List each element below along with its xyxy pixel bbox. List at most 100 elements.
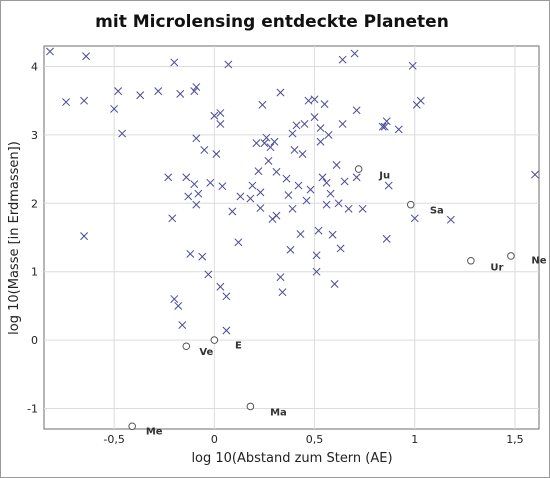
exoplanet-marker: [278, 288, 287, 297]
exoplanet-marker-stroke: [272, 211, 281, 220]
exoplanet-marker-stroke: [304, 96, 313, 105]
exoplanet-marker: [174, 301, 183, 310]
exoplanet-marker: [182, 173, 191, 182]
exoplanet-marker: [334, 199, 343, 208]
exoplanet-marker-stroke: [276, 88, 285, 97]
exoplanet-marker: [320, 100, 329, 109]
exoplanet-marker: [326, 189, 335, 198]
exoplanet-marker-stroke: [358, 204, 367, 213]
exoplanet-marker: [246, 194, 255, 203]
exoplanet-marker-stroke: [306, 185, 315, 194]
exoplanet-marker-stroke: [170, 295, 179, 304]
exoplanet-marker-stroke: [310, 113, 319, 122]
x-tick-label: 0,5: [306, 433, 324, 446]
exoplanet-marker: [294, 181, 303, 190]
y-tick-label: 1: [31, 266, 38, 279]
exoplanet-marker: [378, 122, 387, 131]
exoplanet-marker: [336, 244, 345, 253]
tick-labels: -0,5 0 0,5 1 1,5 -1 0 1 2 3 4: [27, 61, 524, 446]
exoplanet-marker: [340, 177, 349, 186]
exoplanet-marker: [310, 95, 319, 104]
y-tick-label: -1: [27, 402, 38, 415]
exoplanet-marker: [178, 321, 187, 329]
exoplanet-marker-stroke: [310, 95, 319, 104]
exoplanet-marker-stroke: [210, 111, 219, 120]
exoplanet-marker-stroke: [266, 143, 275, 152]
exoplanet-marker: [82, 52, 91, 61]
exoplanet-marker-stroke: [302, 196, 311, 205]
exoplanet-marker-stroke: [298, 150, 307, 159]
exoplanet-marker: [284, 191, 293, 200]
exoplanet-marker-stroke: [314, 226, 323, 235]
exoplanet-marker: [298, 150, 307, 159]
exoplanet-marker-stroke: [246, 194, 255, 203]
exoplanet-marker: [262, 133, 271, 142]
exoplanet-marker: [358, 204, 367, 213]
exoplanet-marker-stroke: [416, 96, 425, 105]
exoplanet-marker-stroke: [198, 252, 207, 261]
exoplanet-marker-stroke: [286, 245, 295, 254]
exoplanet-marker: [416, 96, 425, 105]
exoplanet-marker-stroke: [174, 301, 183, 310]
exoplanet-marker-stroke: [290, 146, 299, 154]
exoplanet-marker-stroke: [294, 181, 303, 190]
exoplanet-marker: [248, 181, 257, 190]
exoplanet-marker: [216, 120, 225, 128]
exoplanet-marker-stroke: [326, 189, 335, 198]
exoplanet-marker-stroke: [338, 120, 347, 128]
y-tick-label: 3: [31, 129, 38, 142]
exoplanet-marker-stroke: [216, 109, 225, 117]
exoplanet-marker-stroke: [272, 167, 281, 176]
exoplanet-marker-stroke: [292, 121, 301, 130]
exoplanet-marker-stroke: [80, 96, 89, 105]
exoplanet-marker: [328, 230, 337, 239]
exoplanet-marker-stroke: [288, 129, 297, 138]
exoplanet-marker: [186, 249, 195, 258]
exoplanet-marker: [80, 96, 89, 105]
exoplanet-marker-stroke: [334, 199, 343, 208]
exoplanet-marker-stroke: [410, 214, 419, 223]
solar-planet-marker: [128, 422, 136, 431]
exoplanet-marker-stroke: [316, 137, 325, 146]
exoplanet-marker: [310, 113, 319, 122]
chart-title: mit Microlensing entdeckte Planeten: [95, 12, 449, 32]
exoplanet-marker-stroke: [164, 173, 173, 182]
y-tick-label: 0: [31, 334, 38, 347]
planet-label: Ve: [199, 347, 213, 358]
exoplanet-marker: [276, 88, 285, 97]
plot-area: [43, 45, 540, 430]
exoplanet-marker-stroke: [118, 129, 127, 138]
exoplanet-marker: [200, 146, 209, 154]
exoplanet-marker-stroke: [254, 167, 263, 176]
exoplanet-marker: [170, 58, 179, 67]
exoplanet-marker: [296, 230, 305, 239]
y-tick-label: 4: [31, 61, 38, 74]
exoplanet-marker: [252, 139, 261, 148]
solar-planet-marker: [246, 402, 255, 411]
exoplanet-marker: [384, 181, 393, 190]
exoplanet-marker-stroke: [222, 292, 231, 301]
solar-planet-marker: [507, 252, 515, 260]
exoplanet-marker-stroke: [170, 58, 179, 67]
exoplanet-marker: [192, 200, 201, 209]
solar-planet-marker: [354, 165, 363, 173]
exoplanet-marker-stroke: [380, 122, 389, 131]
exoplanet-marker-stroke: [296, 230, 305, 239]
exoplanet-marker: [210, 111, 219, 120]
exoplanet-marker: [312, 267, 321, 276]
x-tick-label: 1: [411, 433, 418, 446]
exoplanet-marker-stroke: [80, 232, 89, 241]
exoplanet-marker-stroke: [344, 204, 353, 213]
exoplanet-marker: [380, 122, 389, 131]
exoplanet-marker: [184, 192, 193, 201]
exoplanet-marker-stroke: [394, 125, 403, 134]
exoplanet-marker: [338, 120, 347, 128]
planet-labels: Me Ve E Ma Ju Sa Ur Ne: [146, 171, 547, 438]
exoplanet-marker: [190, 87, 199, 96]
exoplanet-marker: [206, 178, 215, 187]
exoplanet-marker: [382, 117, 391, 126]
exoplanet-marker: [322, 178, 331, 187]
exoplanet-marker-stroke: [278, 288, 287, 297]
exoplanet-marker: [272, 167, 281, 176]
